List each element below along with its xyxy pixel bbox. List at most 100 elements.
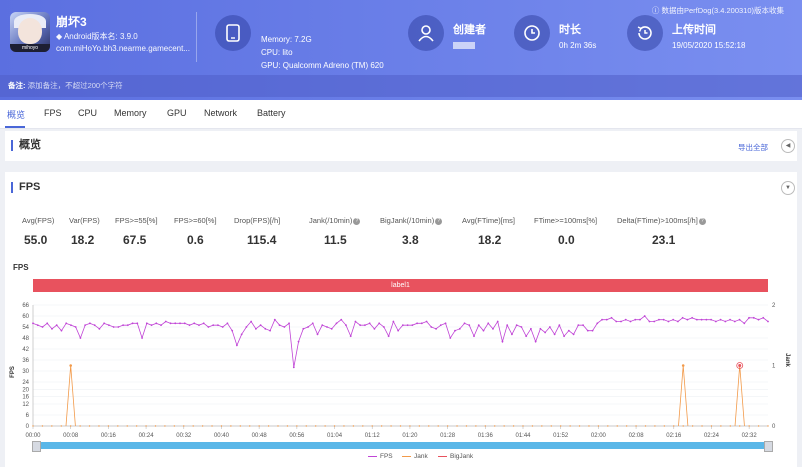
jank-point — [541, 425, 543, 427]
fps-point — [283, 326, 286, 328]
fps-point — [705, 318, 708, 321]
fps-point — [458, 327, 461, 330]
jank-point — [635, 425, 637, 427]
fps-point — [292, 366, 295, 369]
fps-point — [269, 329, 271, 332]
scroll-handle-left[interactable] — [32, 441, 41, 452]
fps-point — [207, 326, 210, 328]
upload-label: 上传时间 — [672, 24, 716, 36]
jank-point — [380, 425, 383, 427]
fps-point — [667, 320, 670, 323]
jank-point — [362, 425, 364, 427]
device-memory: Memory: 7.2G — [261, 35, 312, 44]
collapse-left-icon[interactable]: ◀ — [781, 139, 795, 153]
y-tick-label: 66 — [22, 303, 29, 309]
fps-point — [463, 322, 466, 325]
stat-label: Avg(FPS) — [22, 216, 55, 225]
fps-point — [719, 318, 722, 321]
tab-memory[interactable]: Memory — [114, 108, 147, 118]
fps-point — [155, 322, 158, 325]
scroll-handle-right[interactable] — [764, 441, 773, 452]
stat-value: 0.0 — [558, 233, 575, 247]
tab-fps[interactable]: FPS — [44, 108, 62, 118]
fps-point — [74, 326, 77, 328]
fps-point — [752, 316, 755, 319]
fps-point — [530, 327, 532, 330]
help-icon[interactable]: ? — [698, 217, 706, 225]
tab-cpu[interactable]: CPU — [78, 108, 98, 118]
x-tick-label: 00:16 — [101, 433, 117, 439]
jank-point — [578, 425, 581, 427]
export-all-link[interactable]: 导出全部 — [738, 143, 768, 152]
legend-fps[interactable]: FPS — [368, 453, 393, 460]
app-version: ◆ Android版本名: 3.9.0 — [56, 32, 138, 41]
fps-point — [563, 335, 565, 338]
fps-point — [387, 335, 390, 338]
tab-battery[interactable]: Battery — [257, 108, 286, 118]
fps-point — [65, 322, 68, 325]
fps-point — [501, 340, 504, 343]
tab-gpu[interactable]: GPU — [167, 108, 187, 118]
collapse-down-icon[interactable]: ▼ — [781, 181, 795, 195]
fps-title: FPS — [11, 182, 40, 193]
fps-point — [643, 315, 646, 317]
fps-point — [691, 316, 694, 319]
fps-point — [610, 316, 613, 319]
jank-point — [729, 425, 732, 427]
bigjank-point — [736, 362, 744, 369]
active-tab-indicator — [5, 126, 25, 128]
jank-point — [503, 425, 505, 427]
stat-value: 18.2 — [478, 233, 502, 247]
fps-point — [359, 324, 362, 327]
jank-point — [625, 425, 628, 427]
fps-point — [733, 320, 736, 323]
y2-axis-title: Jank — [784, 353, 790, 367]
jank-point — [616, 425, 618, 427]
fps-point — [183, 322, 186, 325]
fps-point — [278, 324, 281, 327]
fps-point — [724, 320, 727, 323]
report-header: mihoyo 崩坏3 ◆ Android版本名: 3.9.0 com.miHoY… — [0, 0, 802, 100]
legend-bigjank[interactable]: BigJank — [438, 453, 473, 460]
fps-point — [420, 322, 423, 325]
jank-point — [531, 425, 534, 427]
jank-point — [739, 425, 741, 427]
y2-tick-label: 1 — [772, 364, 776, 370]
jank-point — [748, 425, 750, 427]
tab-overview[interactable]: 概览 — [7, 110, 26, 120]
jank-point — [663, 425, 666, 427]
x-tick-label: 02:24 — [704, 433, 720, 439]
jank-point — [484, 425, 487, 427]
fps-point — [605, 318, 608, 321]
fps-point — [349, 335, 352, 338]
jank-point — [126, 425, 128, 427]
fps-point — [567, 329, 570, 332]
tab-network[interactable]: Network — [204, 108, 238, 118]
x-tick-label: 00:56 — [289, 433, 305, 439]
fps-point — [743, 322, 746, 325]
y2-tick-label: 2 — [772, 303, 776, 309]
help-icon[interactable]: ? — [435, 217, 443, 225]
remark-input[interactable]: 添加备注，不超过200个字符 — [27, 81, 123, 90]
fps-point — [662, 318, 665, 321]
fps-point — [511, 333, 513, 336]
fps-point — [710, 318, 712, 321]
jank-point — [465, 425, 468, 427]
legend-jank[interactable]: Jank — [402, 453, 428, 460]
stat-label: Delta(FTime)>100ms[/h]? — [617, 216, 706, 225]
jank-point — [673, 425, 675, 427]
info-icon: ⓘ — [651, 6, 660, 15]
fps-point — [259, 324, 262, 327]
timeline-scrollbar[interactable] — [33, 442, 768, 449]
jank-point — [314, 425, 317, 427]
fps-point — [401, 324, 404, 327]
fps-point — [340, 318, 343, 321]
remark-bar[interactable]: 备注: 添加备注，不超过200个字符 — [0, 75, 802, 97]
x-tick-label: 00:00 — [25, 433, 41, 439]
y2-tick-label: 0 — [772, 424, 776, 430]
x-tick-label: 01:36 — [478, 433, 494, 439]
overview-title: 概览 — [11, 140, 41, 151]
help-icon[interactable]: ? — [353, 217, 361, 225]
clock-icon — [514, 15, 550, 51]
jank-point — [305, 425, 307, 427]
